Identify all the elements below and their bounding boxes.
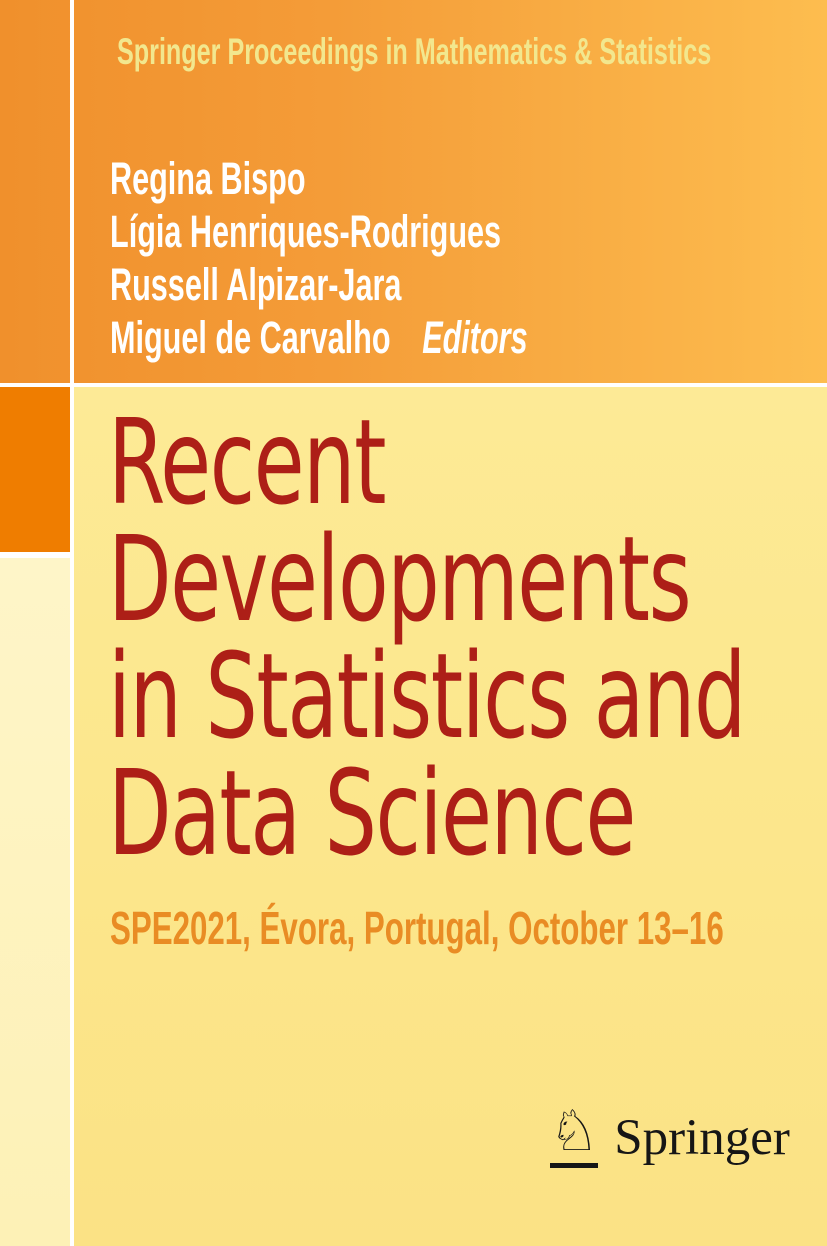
pale-strip bbox=[0, 558, 70, 1246]
strip-divider bbox=[0, 552, 70, 558]
editor-name: Regina Bispo bbox=[110, 153, 306, 204]
editor-name: Miguel de Carvalho bbox=[110, 312, 391, 363]
title-line: Recent bbox=[108, 393, 386, 531]
editor-name: Lígia Henriques-Rodrigues bbox=[110, 206, 502, 257]
editor-name-with-role: Miguel de Carvalho Editors bbox=[110, 311, 528, 364]
editor-name: Russell Alpizar-Jara bbox=[110, 259, 402, 310]
main-panel bbox=[0, 385, 827, 1246]
publisher-logo: ♘ Springer bbox=[549, 1104, 790, 1168]
series-title: Springer Proceedings in Mathematics & St… bbox=[117, 31, 712, 72]
editors-role-label: Editors bbox=[422, 312, 528, 363]
horse-knight-glyph: ♘ bbox=[549, 1099, 600, 1164]
title-line: in Statistics and bbox=[108, 627, 746, 765]
vertical-divider-line bbox=[70, 0, 74, 1246]
publisher-name: Springer bbox=[614, 1110, 790, 1166]
title-line: Developments bbox=[108, 510, 692, 648]
accent-square bbox=[0, 385, 70, 552]
book-subtitle: SPE2021, Évora, Portugal, October 13–16 bbox=[110, 902, 724, 954]
book-title: Recent Developments in Statistics and Da… bbox=[108, 393, 827, 882]
editors-block: Regina Bispo Lígia Henriques-Rodrigues R… bbox=[110, 152, 724, 364]
logo-underline-bar bbox=[550, 1163, 599, 1168]
left-strip bbox=[0, 385, 70, 1246]
header-band bbox=[0, 0, 827, 385]
title-line: Data Science bbox=[108, 744, 636, 882]
horizontal-divider-line bbox=[0, 383, 827, 387]
springer-horse-knight-icon: ♘ bbox=[549, 1104, 599, 1168]
